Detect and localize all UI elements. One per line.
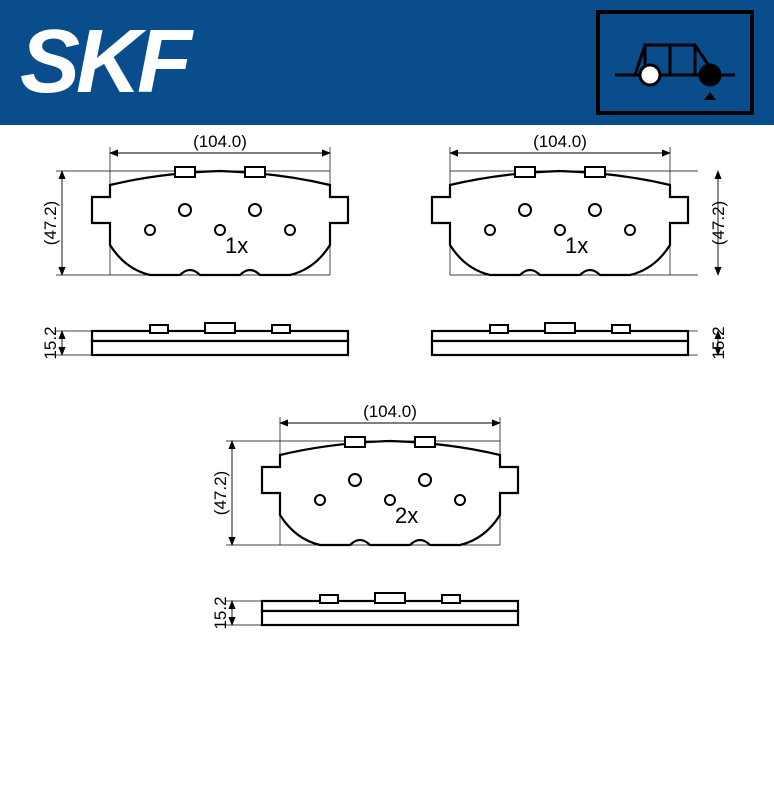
dim-width: (104.0) (363, 402, 417, 421)
pad-bottom: (104.0) (47.2) 2x (211, 402, 518, 545)
skf-logo: SKF (20, 11, 188, 114)
qty-label: 2x (395, 503, 418, 528)
pad-bottom-side: 15.2 (211, 593, 518, 630)
dim-thickness: 15.2 (41, 326, 60, 359)
pad-top-left: (104.0) (47.2) 1x (41, 135, 348, 275)
rear-wheel-position-icon (596, 10, 754, 115)
header-bar: SKF (0, 0, 774, 125)
qty-label: 1x (225, 233, 248, 258)
pad-top-right: (104.0) (47.2) 1x (432, 135, 728, 275)
dim-thickness: 15.2 (709, 326, 728, 359)
technical-drawing: (104.0) (47.2) 1x 15.2 (104.0) (47.2) 1x… (0, 125, 774, 810)
pad-top-left-side: 15.2 (41, 323, 348, 360)
dim-height: (47.2) (709, 201, 728, 245)
dim-height: (47.2) (41, 201, 60, 245)
dim-width: (104.0) (533, 135, 587, 151)
qty-label: 1x (565, 233, 588, 258)
dim-thickness: 15.2 (211, 596, 230, 629)
dim-width: (104.0) (193, 135, 247, 151)
dim-height: (47.2) (211, 471, 230, 515)
pad-top-right-side: 15.2 (432, 323, 728, 360)
